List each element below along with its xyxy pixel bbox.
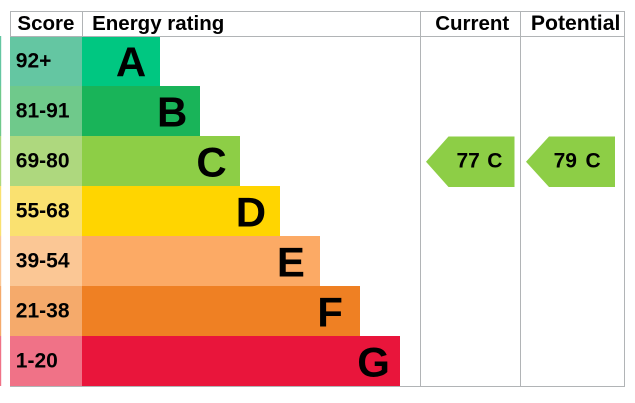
svg-text:C: C — [487, 150, 502, 173]
svg-text:21-38: 21-38 — [16, 300, 70, 323]
svg-text:E: E — [277, 238, 305, 285]
svg-text:69-80: 69-80 — [16, 150, 70, 173]
svg-text:Current: Current — [435, 12, 509, 35]
svg-text:D: D — [236, 188, 266, 235]
svg-text:B: B — [157, 88, 187, 135]
svg-text:92+: 92+ — [16, 50, 52, 73]
svg-text:81-91: 81-91 — [16, 100, 70, 123]
svg-text:C: C — [196, 138, 226, 185]
svg-text:Score: Score — [17, 12, 74, 35]
svg-text:1-20: 1-20 — [16, 350, 58, 373]
svg-text:A: A — [116, 38, 146, 85]
svg-text:Potential: Potential — [531, 12, 620, 35]
svg-text:79: 79 — [554, 150, 577, 173]
svg-text:55-68: 55-68 — [16, 200, 70, 223]
svg-text:F: F — [317, 288, 343, 335]
svg-text:39-54: 39-54 — [16, 250, 70, 273]
svg-text:C: C — [586, 150, 601, 173]
svg-text:77: 77 — [457, 150, 480, 173]
svg-text:Energy rating: Energy rating — [92, 12, 224, 35]
svg-text:G: G — [357, 338, 390, 385]
